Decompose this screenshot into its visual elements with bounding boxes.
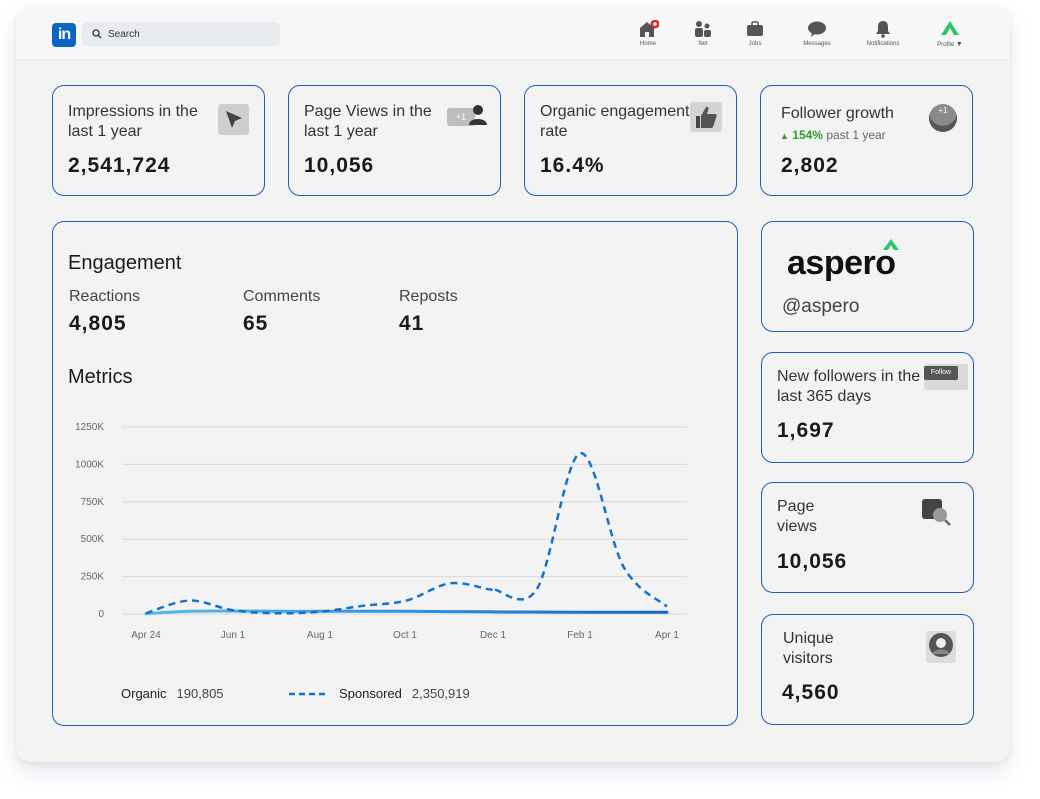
x-tick-label: Oct 1 [393,630,417,641]
cursor-icon [218,104,249,135]
nav-label: Jobs [748,41,762,47]
up-arrow-icon: ▲ [780,131,789,141]
kpi-title: Impressions in the last 1 year [68,103,198,140]
network-icon [695,21,711,37]
home-icon [640,20,659,37]
x-tick-label: Dec 1 [480,630,507,641]
legend-label: Sponsored [339,686,402,701]
search-input[interactable] [108,28,268,40]
sponsored-line-swatch [289,692,329,695]
engagement-card: Engagement Reactions 4,805 Comments 65 R… [52,221,738,726]
legend-organic: Organic 190,805 [75,686,224,701]
x-tick-label: Jun 1 [221,630,246,641]
brand-card: aspero @aspero [761,221,974,332]
legend-label: Organic [121,686,167,701]
briefcase-icon [747,21,763,36]
page-search-icon [922,499,951,526]
profile-logo-icon [941,21,959,35]
metrics-title: Metrics [68,366,133,388]
x-tick-label: Apr 1 [655,630,679,641]
kpi-title: Organic engagement rate [540,103,690,140]
thumbs-up-icon [690,102,722,132]
growth-subtitle: ▲ 154% past 1 year [780,128,886,142]
follow-button-icon: Follow [924,364,968,390]
kpi-title: Page Views in the last 1 year [304,103,432,140]
side-card-title: Page views [777,498,818,535]
kpi-card-follower-growth: Follower growth ▲ 154% past 1 year 2,802… [760,85,973,196]
plus-one-circle-icon: +1 [929,104,957,132]
nav-home[interactable]: Home [618,20,678,47]
kpi-value: 10,056 [304,154,375,177]
organic-line-swatch [75,692,113,695]
metrics-line-chart: 0 250K 500K 750K 1000K 1250K Apr 24 Jun 1 Aug 1 O… [75,422,687,641]
comments-value: 65 [243,312,269,335]
nav-profile[interactable]: Profile ▼ [920,20,980,48]
kpi-card-page-views: Page Views in the last 1 year 10,056 +1 [288,85,501,196]
linkedin-logo-icon[interactable]: in [52,23,76,47]
top-navigation-bar: in Home Net Jobs Messages Notifications … [16,6,1010,60]
brand-handle: @aspero [782,296,860,317]
growth-percent: ▲ 154% [780,128,823,142]
kpi-value: 16.4% [540,154,605,177]
reposts-value: 41 [399,312,425,335]
brand-chevron-icon [882,239,899,250]
nav-label: Home [639,41,656,47]
nav-jobs[interactable]: Jobs [725,20,785,47]
unique-visitors-card: Unique visitors 4,560 [761,614,974,725]
y-tick-label: 0 [98,609,104,620]
kpi-value: 2,541,724 [68,154,171,177]
side-card-title: New followers in the last 365 days [777,368,921,405]
comments-label: Comments [243,288,321,305]
x-tick-label: Aug 1 [307,630,334,641]
engagement-title: Engagement [68,252,182,274]
new-followers-card: New followers in the last 365 days 1,697… [761,352,974,463]
nav-label: Profile ▼ [937,41,963,48]
y-tick-label: 1250K [75,422,104,433]
reactions-label: Reactions [69,288,141,305]
kpi-title: Follower growth [781,105,894,122]
x-tick-label: Apr 24 [131,630,161,641]
visitor-icon [926,631,956,663]
y-tick-label: 250K [81,572,105,583]
nav-label: Net [698,41,708,47]
growth-period: past 1 year [826,128,886,142]
chevron-down-icon: ▼ [955,41,963,48]
page-views-card: Page views 10,056 [761,482,974,593]
nav-label: Messages [803,41,831,47]
side-card-value: 4,560 [782,681,840,704]
x-tick-label: Feb 1 [567,630,593,641]
dashboard-window: in Home Net Jobs Messages Notifications … [16,6,1010,762]
kpi-card-engagement-rate: Organic engagement rate 16.4% [524,85,737,196]
search-icon [92,29,102,39]
brand-logo: aspero [787,239,899,283]
nav-notifications[interactable]: Notifications [853,20,913,47]
search-box[interactable] [82,22,280,46]
organic-series-line [144,609,669,616]
side-card-title: Unique visitors [783,630,834,667]
legend-sponsored: Sponsored 2,350,919 [289,686,470,701]
kpi-card-impressions: Impressions in the last 1 year 2,541,724 [52,85,265,196]
legend-total: 2,350,919 [411,686,470,701]
plus-one-user-icon: +1 [447,104,487,134]
nav-messages[interactable]: Messages [787,20,847,47]
side-card-value: 1,697 [777,419,835,442]
side-card-value: 10,056 [777,550,848,573]
reactions-value: 4,805 [69,312,127,335]
reposts-label: Reposts [399,288,458,305]
kpi-value: 2,802 [781,154,839,177]
y-tick-label: 750K [81,497,105,508]
nav-label: Notifications [866,41,900,47]
chat-icon [808,21,826,37]
bell-icon [876,21,890,38]
y-tick-label: 500K [81,534,105,545]
nav-network[interactable]: Net [673,20,733,47]
y-tick-label: 1000K [75,459,104,470]
legend-total: 190,805 [176,686,224,701]
plus-one-badge: +1 [447,108,475,126]
sponsored-series-line [145,451,668,615]
